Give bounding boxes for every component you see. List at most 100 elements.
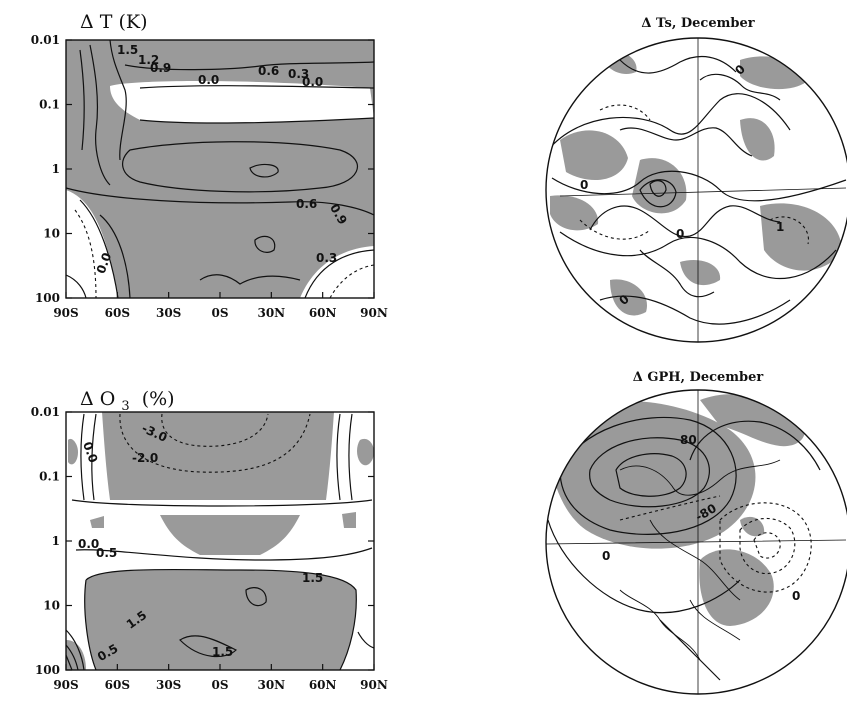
panel-delta-o3-shading <box>66 412 374 670</box>
contour-line-dashed <box>619 495 721 521</box>
y-tick-label: 10 <box>43 227 60 241</box>
x-tick-label: 90N <box>360 678 388 692</box>
panel-delta-gph-map-content <box>546 390 847 694</box>
contour-line <box>179 635 238 658</box>
shaded-region <box>102 412 334 500</box>
shaded-region <box>342 512 356 528</box>
x-tick-label: 30N <box>257 306 285 320</box>
panel-delta-o3-title-units: (%) <box>142 388 175 410</box>
shaded-region <box>699 549 774 626</box>
contour-line <box>639 179 677 208</box>
contour-label: 1.5 <box>212 645 233 659</box>
contour-line <box>659 619 721 681</box>
shaded-region <box>84 569 357 670</box>
contour-label: 0 <box>676 227 684 241</box>
unshaded-region <box>300 246 374 298</box>
contour-line <box>559 416 737 535</box>
contour-line <box>254 235 276 253</box>
contour-line <box>79 199 119 299</box>
contour-line <box>139 85 375 89</box>
panel-delta-t-title: Δ T (K) <box>80 11 148 33</box>
x-tick-label: 90S <box>53 678 78 692</box>
shaded-region <box>357 438 374 466</box>
shaded-region <box>560 130 628 181</box>
contour-line <box>109 39 127 161</box>
y-tick-label: 0.01 <box>31 33 60 47</box>
contour-line <box>599 295 791 325</box>
panel-delta-o3-title-subscript: 3 <box>121 399 129 414</box>
x-tick-label: 60N <box>309 678 337 692</box>
panel-delta-t-y-axis: 0.01 0.1 1 10 100 <box>31 33 374 305</box>
x-tick-label: 90S <box>53 306 78 320</box>
shaded-region <box>68 438 78 465</box>
contour-label: 0.0 <box>78 537 99 551</box>
contour-line <box>65 629 85 671</box>
contour-line <box>124 61 375 71</box>
contour-line <box>139 117 375 124</box>
contour-line <box>249 163 279 178</box>
x-tick-label: 30N <box>257 678 285 692</box>
contour-line <box>348 413 353 501</box>
contour-line <box>79 49 85 151</box>
x-tick-label: 30S <box>156 678 181 692</box>
panel-delta-ts-map-content <box>546 38 847 342</box>
contour-label: 0.0 <box>94 251 114 276</box>
contour-line-dashed <box>161 413 269 447</box>
panel-delta-ts-map-frame <box>545 37 847 343</box>
contour-line <box>89 44 111 186</box>
shaded-region <box>740 56 807 90</box>
contour-line <box>65 187 375 216</box>
panel-delta-ts-map-title: Δ Ts, December <box>641 16 754 31</box>
y-tick-label: 0.01 <box>31 405 60 419</box>
contour-line <box>65 644 79 671</box>
contour-label: 0.6 <box>258 64 279 78</box>
panel-delta-t: Δ T (K) 1.5 1.2 <box>31 11 388 320</box>
contour-line <box>357 631 375 649</box>
contour-label: 0.0 <box>302 75 323 89</box>
x-tick-label: 60S <box>105 678 130 692</box>
panel-delta-t-contour-labels: 1.5 1.2 0.9 0.0 0.6 0.3 0.0 0.6 0.9 0.3 … <box>94 43 350 276</box>
coastline <box>589 73 781 298</box>
contour-line <box>65 274 87 299</box>
shaded-region <box>160 515 300 555</box>
x-tick-label: 0S <box>211 678 228 692</box>
contour-line <box>304 249 375 299</box>
shaded-region <box>546 267 573 295</box>
shaded-region <box>90 516 104 528</box>
shaded-region <box>760 203 842 271</box>
contour-label: 0 <box>792 589 800 603</box>
unshaded-region <box>110 81 374 124</box>
contour-label: 1.5 <box>302 571 323 585</box>
panel-delta-o3: Δ O 3 (%) <box>31 388 388 692</box>
contour-line <box>589 437 710 508</box>
contour-label: 0.0 <box>80 440 100 465</box>
contour-line <box>619 55 737 74</box>
contour-line <box>551 170 847 202</box>
contour-label: 1.2 <box>138 53 159 67</box>
contour-line-dashed <box>74 209 97 299</box>
y-tick-label: 100 <box>35 291 60 305</box>
map-grid-line <box>559 38 847 342</box>
contour-label: 0 <box>580 178 588 192</box>
contour-label: 1 <box>776 220 784 234</box>
map-grid-line <box>546 390 847 694</box>
contour-line-dashed <box>739 517 796 574</box>
contour-line <box>689 420 821 471</box>
panel-delta-gph-map-title: Δ GPH, December <box>633 370 764 385</box>
contour-line <box>336 413 341 501</box>
contour-label: 0.5 <box>96 546 117 560</box>
contour-line-dashed <box>753 532 781 559</box>
contour-label: 0.0 <box>198 73 219 87</box>
shaded-region <box>610 279 648 316</box>
x-tick-label: 60S <box>105 306 130 320</box>
shaded-region <box>680 260 721 286</box>
contour-line <box>199 274 301 285</box>
panel-delta-t-shading <box>66 40 374 298</box>
contour-line <box>615 453 687 497</box>
contour-label: 0.3 <box>288 67 309 81</box>
x-tick-label: 0S <box>211 306 228 320</box>
y-tick-label: 1 <box>52 534 60 548</box>
shaded-region <box>66 640 86 670</box>
panel-delta-t-x-axis: 90S 60S 30S 0S 30N 60N 90N <box>53 292 388 320</box>
